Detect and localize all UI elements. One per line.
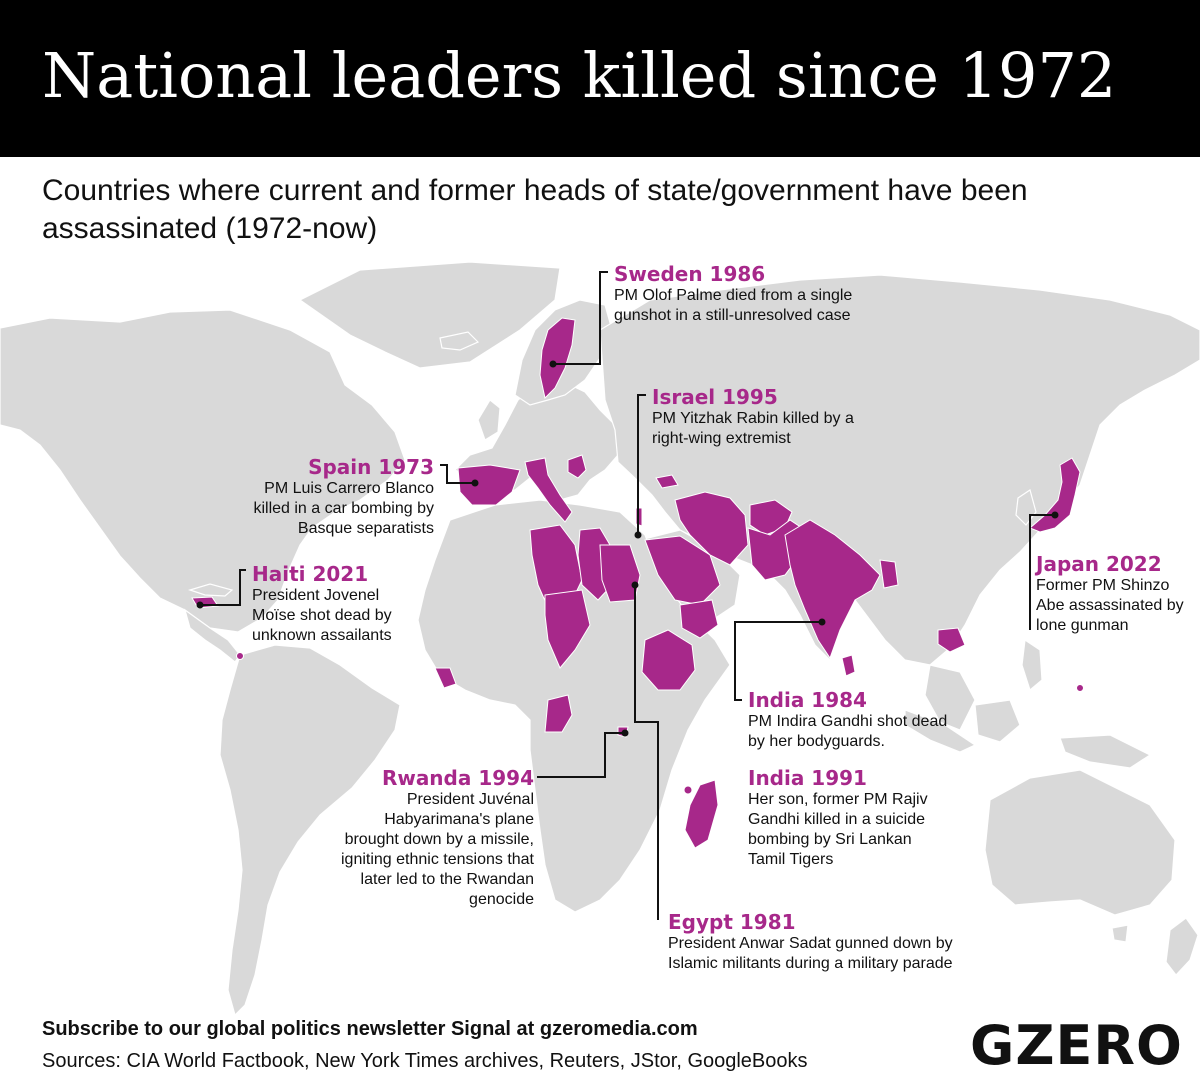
leader-haiti bbox=[200, 569, 246, 606]
page-title: National leaders killed since 1972 bbox=[42, 39, 1117, 112]
dot-sweden bbox=[549, 360, 557, 368]
region-palau bbox=[1076, 684, 1084, 692]
region-sweden bbox=[539, 317, 576, 400]
land-greenland bbox=[298, 261, 561, 369]
land-uk bbox=[477, 399, 501, 441]
header-bar: National leaders killed since 1972 bbox=[0, 0, 1200, 157]
annotation-sweden-body: PM Olof Palme died from a single gunshot… bbox=[614, 287, 853, 324]
annotation-japan: Japan 2022 Former PM Shinzo Abe assassin… bbox=[1036, 552, 1196, 636]
gzero-logo: GZERO bbox=[970, 1014, 1183, 1077]
annotation-haiti: Haiti 2021 President Jovenel Moïse shot … bbox=[252, 562, 422, 646]
sources-note: Sources: CIA World Factbook, New York Ti… bbox=[42, 1050, 808, 1072]
land-iceland bbox=[439, 331, 480, 351]
leader-dots bbox=[196, 360, 1059, 737]
region-georgia bbox=[655, 474, 679, 489]
dot-japan bbox=[1051, 511, 1059, 519]
annotation-haiti-head: Haiti 2021 bbox=[252, 562, 369, 586]
land-central-america bbox=[183, 608, 241, 663]
region-ethiopia bbox=[641, 629, 696, 691]
subscribe-note: Subscribe to our global politics newslet… bbox=[42, 1018, 698, 1040]
subtitle: Countries where current and former heads… bbox=[42, 174, 1028, 245]
land-north-america bbox=[0, 309, 406, 633]
annotation-india1991-head: India 1991 bbox=[748, 766, 867, 790]
leader-israel bbox=[637, 394, 646, 535]
annotation-rwanda: Rwanda 1994 President Juvénal Habyariman… bbox=[340, 766, 534, 910]
land-borneo bbox=[974, 699, 1021, 743]
leader-lines bbox=[200, 271, 1055, 920]
annotation-egypt-body: President Anwar Sadat gunned down by Isl… bbox=[668, 935, 953, 972]
leader-india1984 bbox=[734, 621, 822, 701]
region-serbia bbox=[567, 454, 587, 479]
annotation-india1984: India 1984 PM Indira Gandhi shot dead by… bbox=[748, 688, 958, 752]
highlight-layer bbox=[191, 317, 1084, 849]
land-tasmania bbox=[1111, 924, 1129, 943]
land-cuba bbox=[188, 583, 234, 597]
land-new-guinea bbox=[1059, 734, 1152, 769]
region-yemen bbox=[679, 599, 719, 639]
leader-rwanda bbox=[537, 732, 625, 778]
leader-spain bbox=[440, 464, 475, 484]
region-congo bbox=[544, 694, 573, 733]
annotation-egypt-head: Egypt 1981 bbox=[668, 910, 796, 934]
region-japan bbox=[1029, 457, 1081, 533]
land-layer bbox=[0, 261, 1200, 1017]
annotation-rwanda-head: Rwanda 1994 bbox=[381, 766, 534, 790]
annotation-sweden-head: Sweden 1986 bbox=[614, 262, 766, 286]
land-new-zealand bbox=[1165, 917, 1199, 976]
land-philippines bbox=[1021, 638, 1043, 692]
land-indonesia-west bbox=[904, 709, 977, 753]
land-se-asia bbox=[924, 664, 976, 731]
annotation-israel-body: PM Yitzhak Rabin killed by a right-wing … bbox=[652, 410, 854, 447]
region-spain bbox=[457, 464, 521, 506]
dot-rwanda bbox=[621, 729, 629, 737]
annotation-israel: Israel 1995 PM Yitzhak Rabin killed by a… bbox=[652, 385, 857, 449]
annotation-haiti-body: President Jovenel Moïse shot dead by unk… bbox=[252, 587, 392, 644]
annotation-sweden: Sweden 1986 PM Olof Palme died from a si… bbox=[614, 262, 904, 326]
annotation-spain-head: Spain 1973 bbox=[308, 455, 434, 479]
region-liberia bbox=[434, 667, 457, 689]
region-saudi-arabia bbox=[644, 535, 721, 606]
annotation-india1984-head: India 1984 bbox=[748, 688, 867, 712]
land-australia bbox=[984, 769, 1176, 916]
region-india bbox=[784, 519, 881, 660]
dot-egypt bbox=[631, 581, 639, 589]
region-italy bbox=[524, 457, 573, 523]
leader-japan bbox=[1029, 514, 1055, 630]
annotation-japan-body: Former PM Shinzo Abe assassinated by lon… bbox=[1036, 577, 1184, 634]
dot-india bbox=[818, 618, 826, 626]
region-sri-lanka bbox=[841, 654, 856, 677]
leader-egypt bbox=[634, 585, 659, 920]
region-bangladesh bbox=[879, 559, 899, 589]
land-south-america bbox=[219, 644, 401, 1017]
annotation-india1991-body: Her son, former PM Rajiv Gandhi killed i… bbox=[748, 791, 928, 868]
region-chad bbox=[544, 589, 591, 669]
leader-sweden bbox=[553, 271, 608, 365]
dot-israel bbox=[634, 531, 642, 539]
region-madagascar bbox=[684, 779, 719, 849]
annotation-spain: Spain 1973 PM Luis Carrero Blanco killed… bbox=[238, 455, 434, 539]
annotation-india1984-body: PM Indira Gandhi shot dead by her bodygu… bbox=[748, 713, 948, 750]
region-grenada bbox=[236, 652, 244, 660]
annotation-spain-body: PM Luis Carrero Blanco killed in a car b… bbox=[253, 480, 434, 537]
annotation-india1991: India 1991 Her son, former PM Rajiv Gand… bbox=[748, 766, 953, 870]
annotation-israel-head: Israel 1995 bbox=[652, 385, 778, 409]
region-cambodia bbox=[937, 627, 966, 653]
annotation-rwanda-body: President Juvénal Habyarimana's plane br… bbox=[340, 791, 534, 908]
dot-haiti bbox=[196, 601, 204, 609]
dot-spain bbox=[471, 479, 479, 487]
region-comoros bbox=[683, 785, 693, 795]
region-iran bbox=[674, 491, 749, 566]
annotation-egypt: Egypt 1981 President Anwar Sadat gunned … bbox=[668, 910, 998, 974]
annotation-japan-head: Japan 2022 bbox=[1036, 552, 1162, 576]
